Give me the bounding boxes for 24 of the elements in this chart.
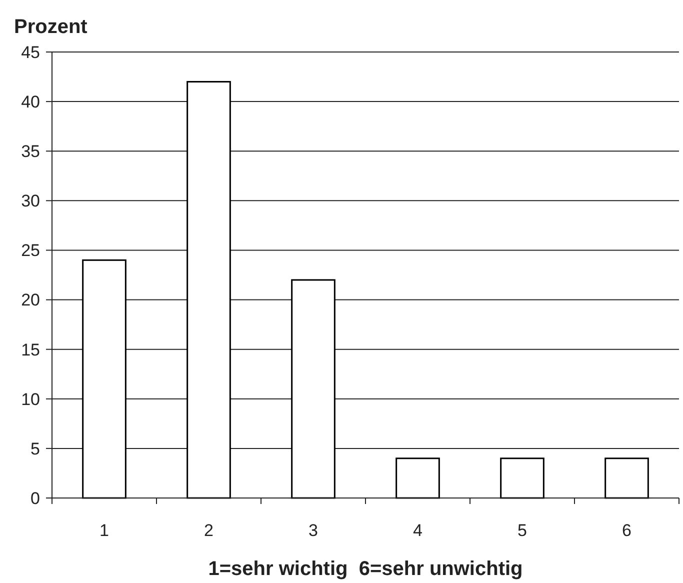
y-tick-label: 20 bbox=[21, 290, 40, 310]
x-tick-label: 6 bbox=[622, 521, 632, 540]
y-tick-label: 10 bbox=[21, 390, 40, 409]
x-tick-label: 3 bbox=[308, 521, 318, 540]
y-tick-label: 5 bbox=[30, 439, 40, 458]
bar bbox=[291, 279, 336, 499]
bar bbox=[500, 458, 544, 499]
x-tick-label: 1 bbox=[100, 521, 109, 540]
bar bbox=[396, 458, 440, 499]
bar bbox=[186, 80, 231, 499]
y-axis-title: Prozent bbox=[14, 16, 88, 38]
y-tick-label: 30 bbox=[21, 192, 40, 211]
x-tick-label: 2 bbox=[204, 521, 214, 540]
x-tick-label: 5 bbox=[518, 521, 527, 540]
y-tick-label: 40 bbox=[21, 92, 40, 112]
bar bbox=[604, 458, 649, 499]
x-tick-label: 4 bbox=[413, 521, 422, 540]
y-tick-label: 0 bbox=[30, 488, 40, 508]
y-tick-label: 15 bbox=[21, 340, 40, 360]
bar bbox=[82, 259, 126, 499]
y-tick-label: 25 bbox=[21, 241, 40, 260]
y-tick-label: 35 bbox=[21, 142, 40, 162]
x-axis-title: 1=sehr wichtig 6=sehr unwichtig bbox=[208, 558, 523, 580]
y-tick-label: 45 bbox=[21, 42, 40, 62]
